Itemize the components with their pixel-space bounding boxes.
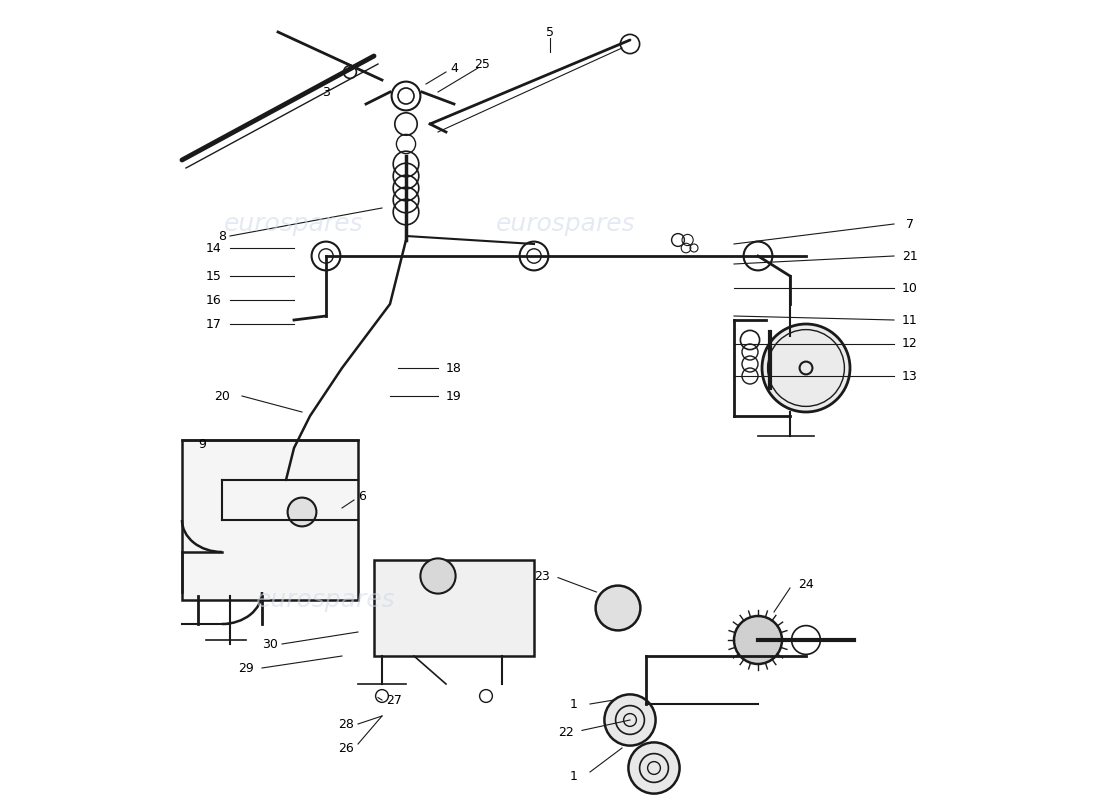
- Circle shape: [595, 586, 640, 630]
- Circle shape: [287, 498, 317, 526]
- Text: 12: 12: [902, 338, 917, 350]
- Text: 29: 29: [238, 662, 254, 674]
- Text: eurospares: eurospares: [496, 212, 636, 236]
- Text: 25: 25: [474, 58, 490, 70]
- Text: 18: 18: [447, 362, 462, 374]
- Text: 5: 5: [546, 26, 554, 38]
- Text: 9: 9: [198, 438, 206, 450]
- Text: 6: 6: [358, 490, 366, 502]
- Text: 4: 4: [450, 62, 458, 74]
- Text: 16: 16: [206, 294, 222, 306]
- Bar: [374, 560, 534, 656]
- Text: 21: 21: [902, 250, 917, 262]
- Text: 24: 24: [799, 578, 814, 590]
- Text: 10: 10: [902, 282, 917, 294]
- Text: 19: 19: [447, 390, 462, 402]
- Text: 28: 28: [338, 718, 354, 730]
- Text: eurospares: eurospares: [224, 212, 364, 236]
- Text: 14: 14: [206, 242, 222, 254]
- Text: 8: 8: [218, 230, 226, 242]
- Bar: [182, 440, 358, 600]
- Text: 20: 20: [214, 390, 230, 402]
- Text: 13: 13: [902, 370, 917, 382]
- Text: 1: 1: [570, 698, 578, 710]
- Text: 11: 11: [902, 314, 917, 326]
- Circle shape: [628, 742, 680, 794]
- Circle shape: [604, 694, 656, 746]
- Text: eurospares: eurospares: [256, 588, 396, 612]
- Text: 23: 23: [535, 570, 550, 582]
- Text: 30: 30: [262, 638, 278, 650]
- Circle shape: [420, 558, 455, 594]
- Text: 22: 22: [558, 726, 574, 738]
- Text: 15: 15: [206, 270, 222, 282]
- Text: 1: 1: [570, 770, 578, 782]
- Text: 7: 7: [906, 218, 914, 230]
- Circle shape: [762, 324, 850, 412]
- Text: 17: 17: [206, 318, 222, 330]
- Text: 26: 26: [338, 742, 354, 754]
- Text: 27: 27: [386, 694, 402, 706]
- Text: 3: 3: [322, 86, 330, 98]
- Circle shape: [734, 616, 782, 664]
